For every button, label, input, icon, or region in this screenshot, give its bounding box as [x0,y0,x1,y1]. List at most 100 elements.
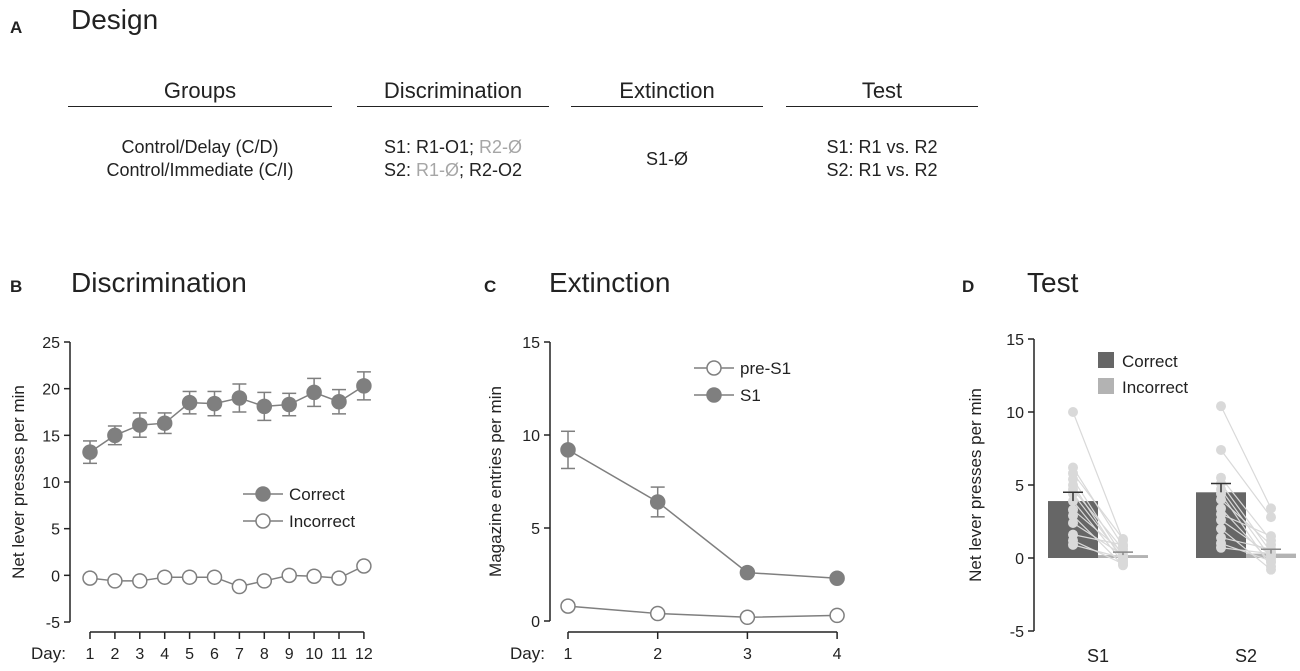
header-rule-groups [68,106,332,107]
series-line-c-s1 [567,449,838,579]
individual-line-s2 [1220,542,1272,562]
data-point-c-pre-s1 [560,598,576,614]
legend-marker-c-s1 [706,387,722,403]
x-tick-label-b: 2 [110,646,119,663]
y-tick-label-b: 15 [42,428,60,445]
x-tick-label-b: 12 [355,646,373,663]
individual-line-s1 [1072,472,1124,540]
data-point-b-correct [156,415,173,431]
header-rule-extinction [571,106,763,107]
y-tick-label-b: -5 [46,615,60,632]
chart-title-d: Test [1027,267,1079,298]
individual-point-s1-correct [1068,539,1078,550]
y-tick-label-c: 15 [522,335,540,352]
group-control-delay: Control/Delay (C/D) [121,137,279,157]
data-point-b-correct [107,427,123,444]
individual-point-s2-incorrect [1266,503,1276,514]
y-tick-label-d: -5 [1010,624,1024,641]
individual-point-s2-correct [1216,542,1226,553]
data-point-c-pre-s1 [739,609,756,626]
individual-line-s1 [1072,534,1124,546]
individual-point-s1-incorrect [1118,539,1128,550]
individual-line-s1 [1072,522,1124,556]
individual-line-s2 [1220,483,1272,553]
individual-point-s2-incorrect [1266,564,1276,575]
individual-line-s1 [1072,515,1124,566]
y-tick-label-c: 10 [522,428,540,445]
legend-label-c-pre-s1: pre-S1 [740,359,791,378]
data-point-b-correct [132,417,148,433]
panel-letter-a: A [10,18,23,37]
discrimination-s1-reinforced: S1: R1-O1; [383,137,480,157]
y-tick-label-d: 0 [1015,551,1024,568]
panel-letter-b: B [10,277,22,296]
individual-line-s2 [1220,489,1272,559]
individual-point-s1-incorrect [1118,553,1128,563]
individual-point-s2-correct [1216,515,1226,526]
individual-line-s2 [1220,513,1272,537]
header-discrimination: Discrimination [383,78,523,103]
x-tick-label-b: 1 [86,646,95,663]
groups-cell: Control/Delay (C/D) Control/Immediate (C… [60,136,340,182]
individual-line-s2 [1220,405,1272,509]
y-tick-label-d: 5 [1015,478,1024,495]
design-title: Design [71,4,159,35]
legend-swatch-d-incorrect [1098,378,1114,394]
y-tick-label-c: 5 [531,521,540,538]
individual-line-s2 [1220,528,1272,571]
data-point-b-incorrect [231,578,248,595]
y-tick-label-b: 10 [42,475,60,492]
x-tick-label-b: 10 [305,646,323,663]
individual-point-s1-correct [1068,407,1078,417]
individual-line-s2 [1220,536,1272,550]
individual-line-s1 [1072,411,1124,541]
individual-point-s2-correct [1216,523,1226,534]
header-test: Test [861,78,903,103]
y-axis-label-b: Net lever presses per min [9,385,28,579]
legend-marker-b-incorrect [255,513,271,529]
data-point-c-s1 [560,442,576,458]
data-point-b-incorrect [206,569,223,585]
individual-point-s1-correct [1068,510,1078,521]
data-point-b-incorrect [256,573,273,589]
x-tick-label-b: 6 [210,646,219,663]
discrimination-s2-reinforced: ; R2-O2 [459,160,523,180]
data-point-b-incorrect [107,573,123,589]
x-tick-label-b: 8 [260,646,269,663]
legend-swatch-d-correct [1098,352,1114,368]
x-tick-label-b: 3 [135,646,144,663]
x-category-label-s2: S2 [1235,646,1257,666]
data-point-b-correct [256,398,273,415]
legend-label-b-correct: Correct [289,485,345,504]
x-tick-label-b: 4 [160,646,169,663]
chart-title-b: Discrimination [71,267,247,298]
discrimination-row-s1: S1: R1-O1; R2-Ø [345,136,561,159]
legend-marker-c-pre-s1 [706,360,722,376]
individual-point-s2-correct [1216,444,1226,455]
individual-point-s1-correct [1068,517,1078,528]
data-point-b-correct [231,390,248,406]
discrimination-row-s2: S2: R1-Ø; R2-O2 [345,159,561,182]
x-axis-label-b: Day: [31,644,66,663]
data-point-b-incorrect [82,570,98,586]
individual-point-s2-incorrect [1266,531,1276,542]
data-point-c-s1 [649,494,666,510]
extinction-cell: S1-Ø [645,149,688,169]
y-tick-label-b: 25 [42,335,60,352]
data-point-b-incorrect [181,569,198,585]
x-category-label-s1: S1 [1087,646,1109,666]
y-tick-label-b: 20 [42,382,60,399]
individual-line-s2 [1220,493,1272,568]
individual-line-s2 [1220,547,1272,555]
test-cell: S1: R1 vs. R2 S2: R1 vs. R2 [776,136,988,182]
data-point-b-correct [181,394,198,411]
data-point-b-correct [331,393,347,410]
legend-label-d-incorrect: Incorrect [1122,378,1188,397]
data-point-b-correct [82,444,98,460]
discrimination-s2-prefix: S2: [383,160,416,180]
discrimination-s2-nonreinforced: R1-Ø [415,160,459,180]
data-point-b-correct [306,384,322,401]
y-tick-label-d: 15 [1006,332,1024,349]
series-line-c-pre-s1 [567,605,838,619]
